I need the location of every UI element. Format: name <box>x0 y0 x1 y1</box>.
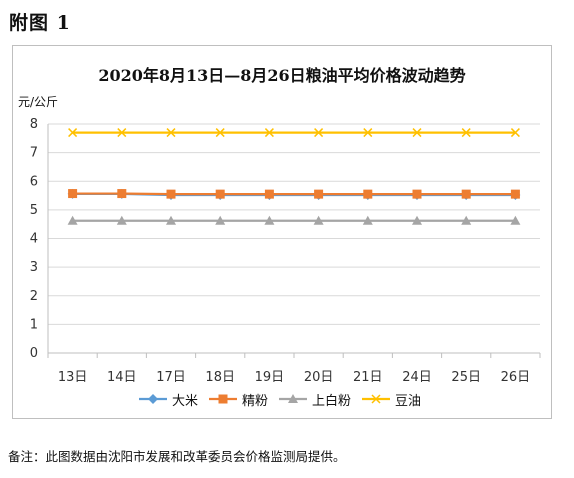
data-point <box>510 215 521 225</box>
data-point <box>68 189 78 199</box>
x-tick-label: 21日 <box>353 370 383 385</box>
data-point <box>166 128 176 138</box>
legend-label: 上白粉 <box>312 393 352 409</box>
footnote: 备注：此图数据由沈阳市发展和改革委员会价格监测局提供。 <box>8 449 346 464</box>
x-tick-label: 25日 <box>451 370 481 385</box>
data-point <box>412 189 422 199</box>
legend-swatch <box>279 394 308 403</box>
y-tick-label: 3 <box>30 260 38 275</box>
data-point <box>314 189 324 199</box>
legend-item: 大米 <box>138 390 198 409</box>
y-tick-label: 2 <box>30 289 38 304</box>
y-unit-label: 元/公斤 <box>18 95 59 109</box>
x-tick-label: 20日 <box>304 370 334 385</box>
legend-swatch <box>139 394 167 404</box>
data-point <box>215 128 225 138</box>
data-point <box>117 128 127 138</box>
data-point <box>314 128 324 138</box>
data-point <box>510 128 520 138</box>
data-point <box>264 189 274 199</box>
y-tick-label: 5 <box>30 203 38 218</box>
data-point <box>166 215 176 225</box>
x-tick-label: 26日 <box>501 370 531 385</box>
legend-item: 精粉 <box>208 390 268 409</box>
x-tick-label: 18日 <box>205 370 235 385</box>
y-tick-label: 6 <box>30 174 38 189</box>
legend-label: 豆油 <box>395 393 422 409</box>
data-point <box>461 215 472 225</box>
data-point <box>117 189 127 199</box>
y-tick-label: 7 <box>30 146 38 161</box>
data-point <box>264 128 274 138</box>
chart-title: 2020年8月13日—8月26日粮油平均价格波动趋势 <box>98 66 466 85</box>
data-point <box>363 128 373 138</box>
data-point <box>215 189 225 199</box>
y-tick-label: 0 <box>30 346 38 361</box>
data-point <box>67 215 78 225</box>
y-tick-label: 4 <box>30 232 38 247</box>
data-point <box>461 189 471 199</box>
data-point <box>510 189 520 199</box>
x-tick-label: 17日 <box>156 370 186 385</box>
y-tick-label: 1 <box>30 317 38 332</box>
y-tick-label: 8 <box>30 117 38 132</box>
legend-label: 精粉 <box>242 393 269 409</box>
chart-legend: 大米 精粉 上白粉 豆油 <box>138 389 421 409</box>
legend-swatch <box>209 394 238 404</box>
data-point <box>362 215 373 225</box>
data-point <box>116 215 127 225</box>
chart-frame: 2020年8月13日—8月26日粮油平均价格波动趋势 <box>12 45 552 419</box>
x-tick-label: 13日 <box>58 370 88 385</box>
data-point <box>412 128 422 138</box>
data-point <box>461 128 471 138</box>
data-point <box>363 189 373 199</box>
data-point <box>412 215 422 225</box>
x-tick-label: 14日 <box>107 370 137 385</box>
data-point <box>68 128 78 138</box>
figure-label: 附图 1 <box>9 12 71 34</box>
x-tick-label: 24日 <box>402 370 432 385</box>
data-point <box>264 215 275 225</box>
data-point <box>313 215 324 225</box>
legend-item: 豆油 <box>361 390 421 409</box>
data-point <box>215 215 226 225</box>
legend-item: 上白粉 <box>278 390 351 409</box>
x-tick-label: 19日 <box>255 370 285 385</box>
legend-label: 大米 <box>172 393 199 409</box>
data-point <box>166 189 176 199</box>
legend-swatch <box>362 394 391 404</box>
series-line-square <box>72 192 516 196</box>
